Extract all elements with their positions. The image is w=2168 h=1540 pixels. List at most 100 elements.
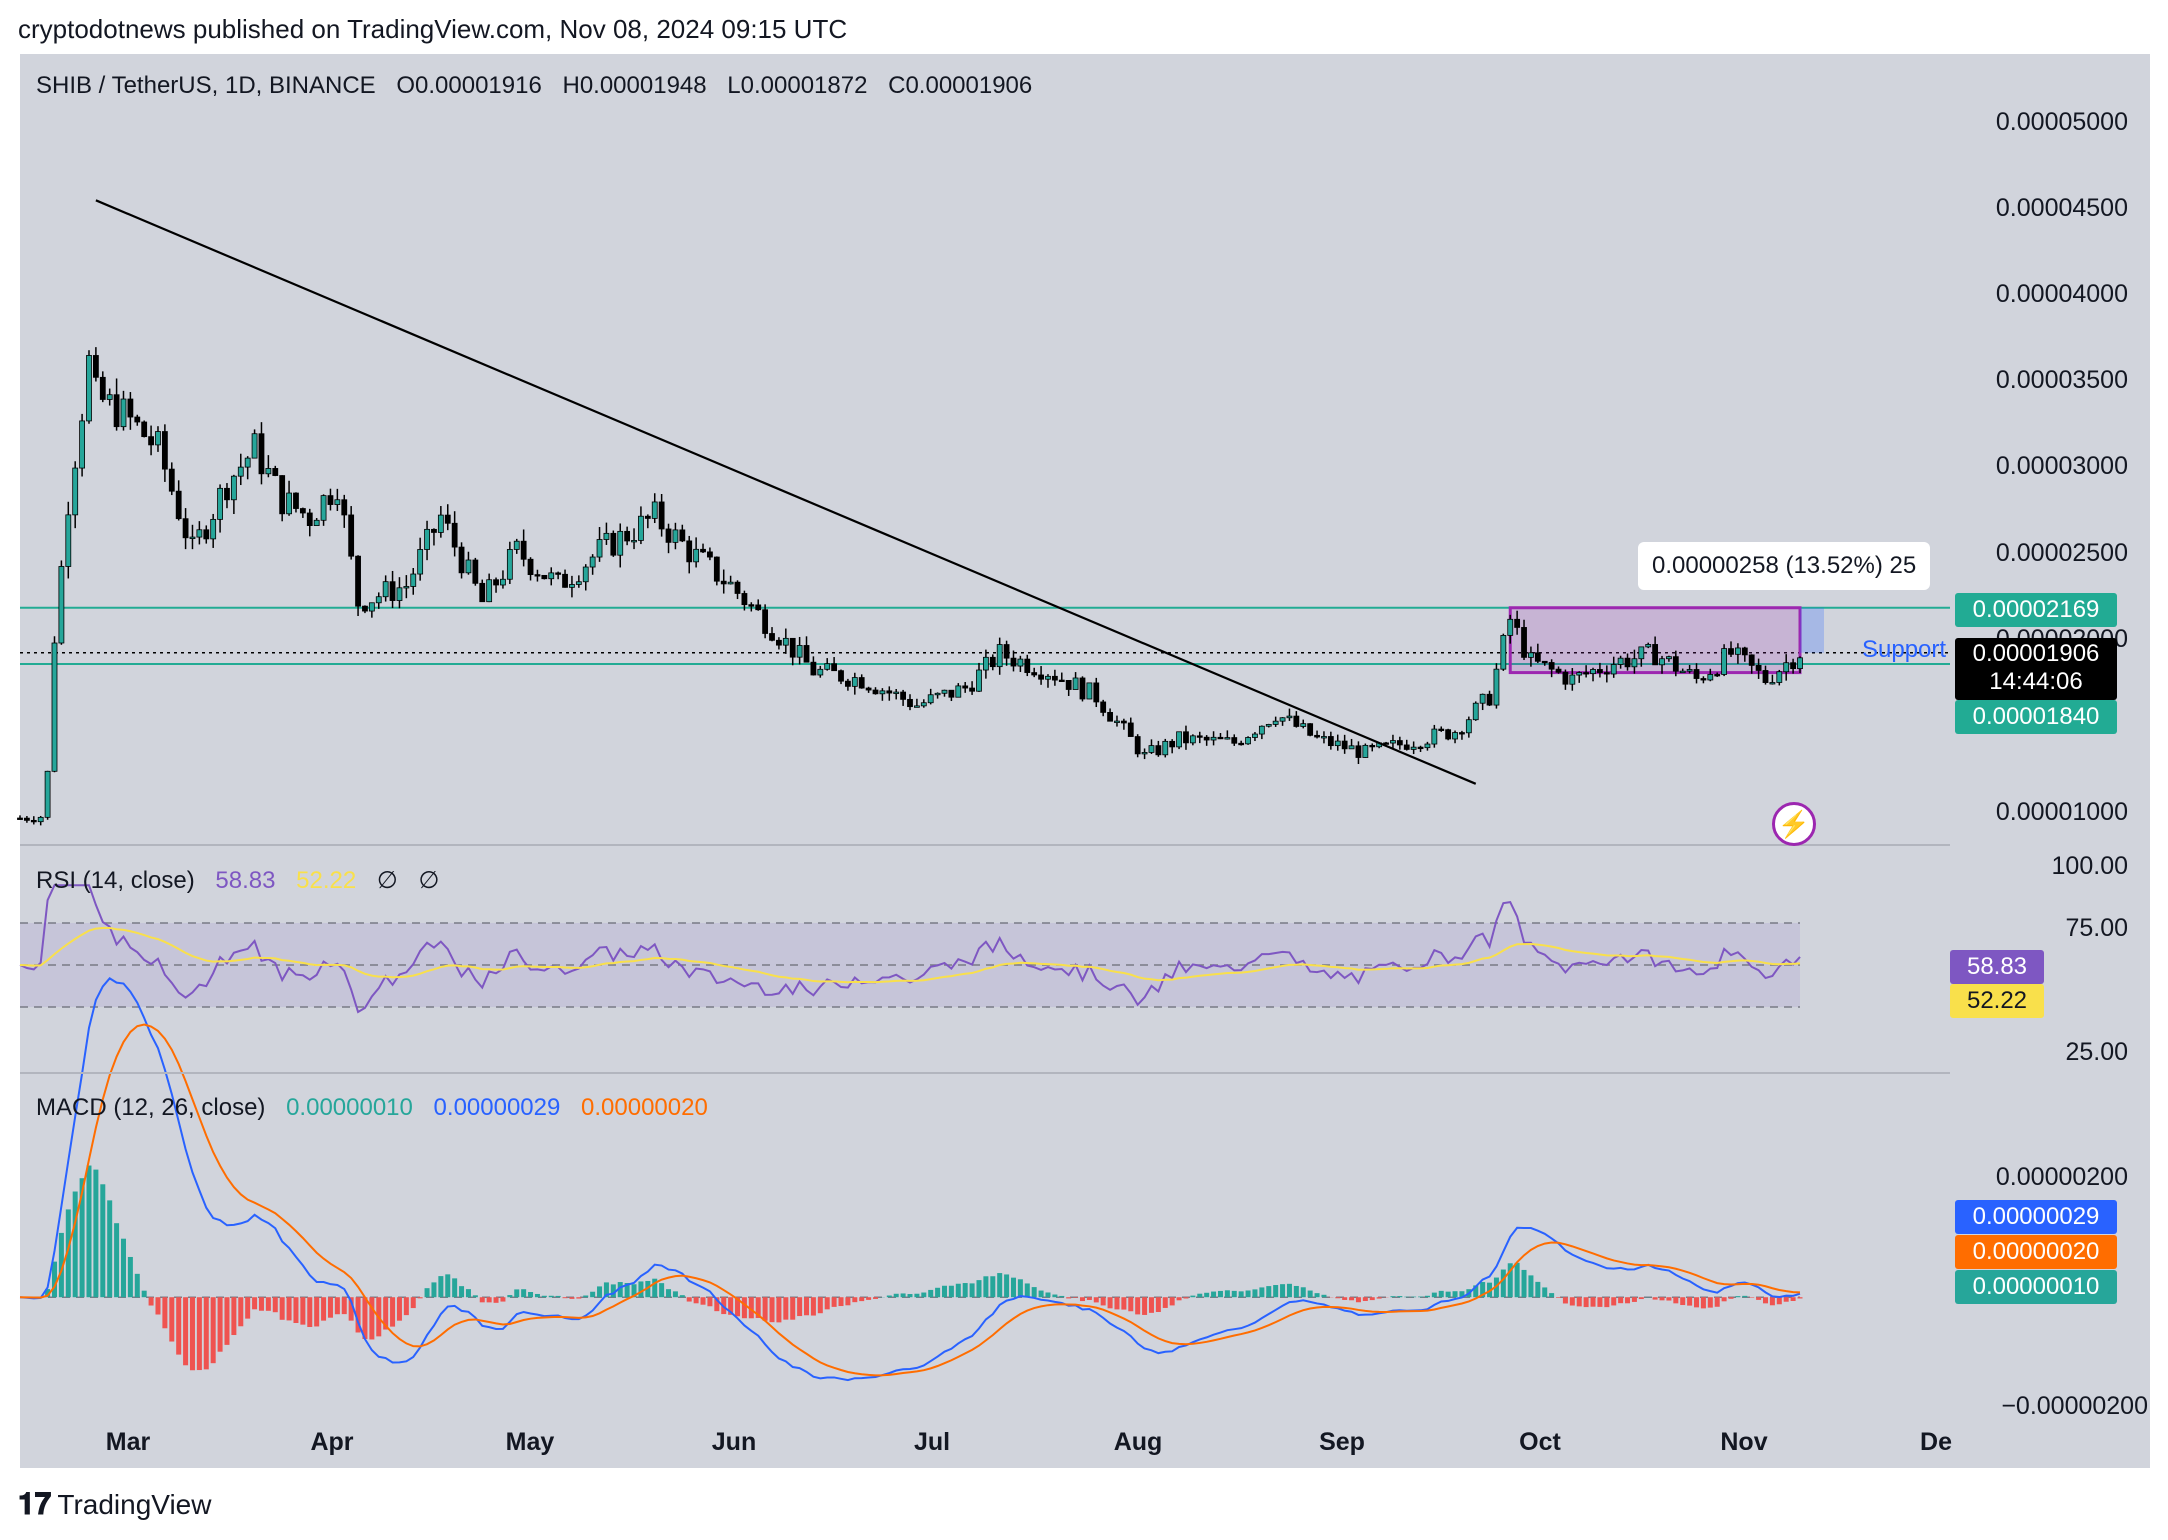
macd-histogram-bar — [1086, 1297, 1092, 1300]
macd-histogram-bar — [1438, 1290, 1444, 1298]
macd-histogram-bar — [1569, 1297, 1575, 1306]
macd-histogram-bar — [1183, 1297, 1189, 1299]
candle-body — [727, 581, 734, 585]
rsi-legend[interactable]: RSI (14, close) 58.83 52.22 ∅ ∅ — [36, 866, 453, 895]
candle-body — [748, 604, 755, 607]
candle-body — [858, 677, 865, 689]
candle-body — [762, 609, 769, 634]
macd-histogram-bar — [196, 1297, 202, 1371]
macd-histogram-bar — [1797, 1297, 1803, 1299]
symbol-legend[interactable]: SHIB / TetherUS, 1D, BINANCE O0.00001916… — [36, 72, 1046, 100]
candle-body — [589, 556, 596, 568]
macd-histogram-bar — [58, 1232, 64, 1298]
macd-histogram-bar — [238, 1297, 244, 1327]
macd-histogram-bar — [928, 1289, 934, 1298]
candle-body — [1051, 675, 1058, 681]
macd-legend[interactable]: MACD (12, 26, close) 0.00000010 0.000000… — [36, 1094, 722, 1122]
candle-body — [1603, 672, 1610, 675]
candle-body — [37, 816, 44, 823]
candle-body — [1321, 736, 1327, 739]
candle-body — [1624, 657, 1631, 668]
macd-histogram-bar — [1714, 1297, 1720, 1307]
candle-body — [1010, 657, 1017, 667]
candle-body — [1114, 720, 1120, 723]
candle-body — [1534, 652, 1541, 662]
candle-body — [1769, 682, 1776, 685]
macd-signal-value: 0.00000020 — [581, 1094, 708, 1121]
macd-histogram-bar — [790, 1297, 796, 1320]
macd-histogram-bar — [1376, 1297, 1382, 1299]
candle-body — [92, 355, 99, 378]
macd-histogram-bar — [65, 1209, 71, 1298]
time-tick: Apr — [310, 1428, 354, 1456]
macd-histogram-bar — [873, 1297, 879, 1299]
rsi-ma-badge: 52.22 — [1950, 984, 2044, 1018]
upper-level-badge: 0.00002169 — [1955, 593, 2117, 627]
candle-body — [1189, 735, 1196, 744]
macd-histogram-bar — [797, 1297, 803, 1317]
macd-histogram-bar — [845, 1297, 851, 1306]
macd-histogram-bar — [714, 1297, 720, 1312]
macd-histogram-bar — [528, 1292, 534, 1298]
macd-histogram-bar — [396, 1297, 402, 1321]
footer-brand[interactable]: 𝟏𝟕 TradingView — [18, 1488, 211, 1522]
macd-histogram-bar — [576, 1297, 582, 1299]
macd-histogram-bar — [893, 1293, 899, 1298]
candle-body — [437, 514, 444, 533]
macd-histogram-bar — [272, 1297, 278, 1313]
macd-histogram-bar — [1155, 1297, 1161, 1312]
macd-histogram-bar — [1535, 1281, 1541, 1298]
candle-body — [286, 492, 292, 515]
candle-body — [1210, 736, 1217, 741]
macd-histogram-bar — [86, 1165, 92, 1298]
macd-histogram-bar — [334, 1297, 340, 1315]
macd-histogram-bar — [1369, 1297, 1375, 1301]
candle-body — [1652, 644, 1659, 666]
price-tick: 0.00004500 — [1995, 194, 2128, 222]
macd-histogram-bar — [1687, 1297, 1693, 1306]
macd-histogram-bar — [1597, 1297, 1603, 1307]
symbol-name: SHIB / TetherUS, 1D, BINANCE — [36, 72, 376, 99]
time-tick: De — [1920, 1428, 1952, 1456]
candle-body — [1065, 679, 1072, 690]
macd-histogram-bar — [1045, 1292, 1051, 1298]
candle-body — [631, 540, 637, 543]
macd-histogram-bar — [1611, 1297, 1617, 1306]
pane-separator-macd[interactable] — [20, 1072, 1950, 1074]
macd-histogram-bar — [638, 1281, 644, 1298]
candle-body — [175, 490, 182, 520]
macd-histogram-bar — [1721, 1297, 1727, 1302]
candle-body — [327, 495, 334, 505]
candle-body — [1410, 746, 1417, 750]
macd-histogram-bar — [252, 1297, 258, 1310]
chart-area[interactable] — [20, 54, 2150, 1468]
candle-body — [272, 468, 279, 476]
candle-body — [741, 593, 748, 606]
macd-histogram-bar — [666, 1289, 672, 1298]
candle-body — [879, 690, 886, 695]
macd-histogram-bar — [1010, 1277, 1016, 1298]
macd-histogram-bar — [804, 1297, 810, 1316]
candle-body — [196, 529, 203, 538]
candle-body — [306, 512, 313, 527]
macd-histogram-bar — [783, 1297, 789, 1320]
rsi-extra-2: ∅ — [418, 867, 440, 894]
candle-body — [886, 690, 893, 694]
macd-histogram-bar — [514, 1289, 520, 1298]
candle-body — [989, 656, 996, 668]
candle-body — [1169, 740, 1176, 748]
macd-histogram-bar — [562, 1297, 568, 1299]
lightning-icon[interactable]: ⚡ — [1772, 802, 1816, 846]
candle-body — [934, 692, 941, 696]
pane-separator-rsi[interactable] — [20, 844, 1950, 846]
macd-histogram-bar — [1431, 1292, 1437, 1298]
candle-body — [79, 420, 85, 469]
candle-body — [161, 431, 168, 470]
macd-histogram-bar — [652, 1278, 658, 1298]
time-tick: Aug — [1113, 1428, 1163, 1456]
macd-histogram-bar — [1576, 1297, 1582, 1307]
candle-body — [1245, 737, 1251, 745]
ohlc-open: O0.00001916 — [396, 72, 542, 99]
candle-body — [341, 499, 348, 516]
